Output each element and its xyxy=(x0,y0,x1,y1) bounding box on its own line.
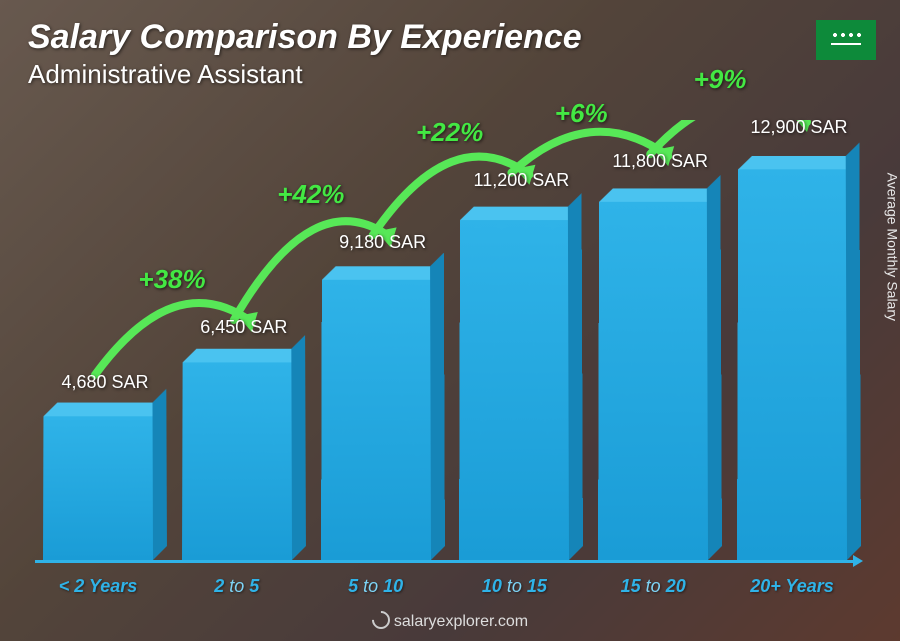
bar xyxy=(43,416,153,560)
bar-column xyxy=(451,213,577,560)
percent-increase-label: +42% xyxy=(277,179,344,210)
x-axis-label: < 2 Years xyxy=(35,576,161,597)
bar-value-label: 12,900 SAR xyxy=(724,117,874,138)
x-axis-label: 5 to 10 xyxy=(313,576,439,597)
bar xyxy=(459,220,569,560)
bar-column xyxy=(313,275,439,560)
bar-value-label: 6,450 SAR xyxy=(169,317,319,338)
saudi-flag-icon xyxy=(816,20,876,60)
bar-column xyxy=(174,360,300,560)
bar-column xyxy=(590,194,716,560)
bar xyxy=(598,202,708,560)
percent-increase-label: +6% xyxy=(555,98,608,129)
header: Salary Comparison By Experience Administ… xyxy=(28,18,582,90)
footer: salaryexplorer.com xyxy=(0,611,900,631)
bar-value-label: 9,180 SAR xyxy=(308,232,458,253)
bar xyxy=(182,362,292,560)
x-axis-label: 15 to 20 xyxy=(590,576,716,597)
chart-title: Salary Comparison By Experience xyxy=(28,18,582,57)
bar-value-label: 4,680 SAR xyxy=(30,372,180,393)
percent-increase-label: +38% xyxy=(138,264,205,295)
logo-icon xyxy=(368,607,393,632)
percent-increase-label: +9% xyxy=(694,64,747,95)
bar-value-label: 11,200 SAR xyxy=(446,170,596,191)
x-axis-line xyxy=(35,560,855,563)
bar-value-label: 11,800 SAR xyxy=(585,151,735,172)
bar-column xyxy=(729,160,855,560)
x-axis-label: 2 to 5 xyxy=(174,576,300,597)
bar xyxy=(737,169,847,560)
y-axis-label: Average Monthly Salary xyxy=(884,172,900,320)
percent-increase-label: +22% xyxy=(416,117,483,148)
chart-subtitle: Administrative Assistant xyxy=(28,59,582,90)
x-axis-label: 20+ Years xyxy=(729,576,855,597)
x-axis-labels: < 2 Years 2 to 5 5 to 10 10 to 15 15 to 20 20… xyxy=(35,576,855,597)
bar xyxy=(321,280,431,560)
bar-column xyxy=(35,415,161,560)
x-axis-label: 10 to 15 xyxy=(451,576,577,597)
footer-text: salaryexplorer.com xyxy=(394,613,528,630)
bar-chart: 4,680 SAR6,450 SAR9,180 SAR11,200 SAR11,… xyxy=(35,120,855,560)
